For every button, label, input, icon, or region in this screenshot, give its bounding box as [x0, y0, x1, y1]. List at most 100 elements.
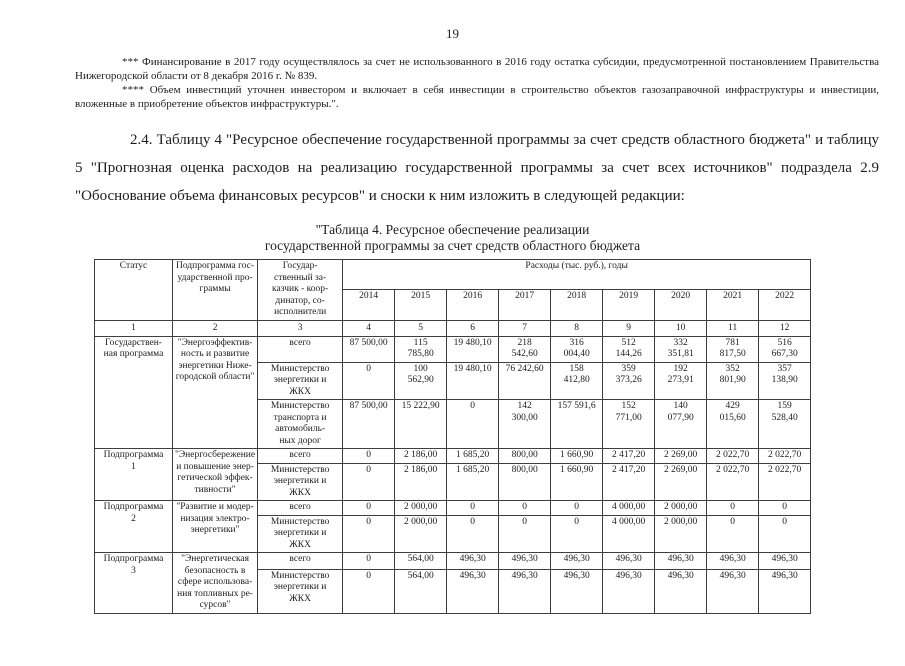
- value-cell: 0: [342, 462, 396, 501]
- header-row-years: 2014 2015 2016 2017 2018 2019 2020 2021 2022: [95, 289, 812, 321]
- value-cell: 218 542,60: [498, 335, 552, 363]
- customer-cell: Министерство энергетики и ЖКХ: [257, 514, 344, 553]
- col-header-subprogram: Подпрограмма гос- ударственной про- грам…: [171, 259, 259, 321]
- year-header: 2014: [342, 289, 396, 321]
- year-header: 2018: [550, 289, 604, 321]
- value-cell: 564,00: [394, 552, 448, 570]
- value-cell: 87 500,00: [342, 399, 396, 449]
- value-cell: 0: [446, 399, 500, 449]
- value-cell: 0: [446, 514, 500, 553]
- value-cell: 2 186,00: [394, 462, 448, 501]
- value-cell: 496,30: [602, 552, 656, 570]
- status-cell: Подпрограмма 3: [94, 552, 173, 614]
- value-cell: 2 000,00: [394, 514, 448, 553]
- col-header-customer: Государ- ственный за- казчик - коор- дин…: [257, 259, 344, 321]
- value-cell: 100 562,90: [394, 361, 448, 400]
- column-number: 9: [602, 319, 656, 337]
- column-number: 7: [498, 319, 552, 337]
- value-cell: 496,30: [758, 568, 812, 614]
- status-cell: Подпрограмма 2: [94, 500, 173, 553]
- column-number: 5: [394, 319, 448, 337]
- value-cell: 496,30: [446, 568, 500, 614]
- value-cell: 359 373,26: [602, 361, 656, 400]
- value-cell: 19 480,10: [446, 361, 500, 400]
- table-row: Министерство энергетики и ЖКХ 0 100 562,90…: [95, 361, 812, 400]
- value-cell: 496,30: [758, 552, 812, 570]
- year-header: 2021: [706, 289, 760, 321]
- status-cell: Государствен- ная программа: [94, 335, 173, 449]
- status-cell: Подпрограмма 1: [94, 448, 173, 501]
- value-cell: 800,00: [498, 462, 552, 501]
- column-number: 11: [706, 319, 760, 337]
- year-header: 2015: [394, 289, 448, 321]
- value-cell: 2 022,70: [706, 462, 760, 501]
- column-number: 1: [94, 319, 173, 337]
- table-row: Подпрограмма 2 "Развитие и модер- низация…: [94, 500, 812, 553]
- value-cell: 2 022,70: [706, 448, 760, 464]
- table-body: Государствен- ная программа "Энергоэффект…: [94, 335, 812, 614]
- col-header-expenses: Расходы (тыс. руб.), годы: [342, 258, 812, 291]
- page-number: 19: [446, 26, 459, 41]
- table-row: Министерство энергетики и ЖКХ 0 2 186,00 1 …: [95, 462, 812, 501]
- table-row: Министерство энергетики и ЖКХ 0 2 000,00 0 0…: [95, 514, 812, 553]
- value-cell: 158 412,80: [550, 361, 604, 400]
- value-cell: 15 222,90: [394, 399, 448, 449]
- value-cell: 357 138,90: [758, 361, 812, 400]
- value-cell: 2 022,70: [758, 462, 812, 501]
- table-row: Министерство энергетики и ЖКХ 0 564,00 496,…: [95, 568, 812, 614]
- footnote-four-stars: **** Объем инвестиций уточнен инвестором…: [75, 84, 879, 110]
- value-cell: 0: [342, 514, 396, 553]
- year-header: 2017: [498, 289, 552, 321]
- table-row: Подпрограмма 1 "Энергосбережение и повыше…: [94, 448, 812, 501]
- customer-cell: Министерство транспорта и автомобиль- ны…: [257, 399, 344, 449]
- footnotes-block: *** Финансирование в 2017 году осуществл…: [75, 55, 879, 111]
- value-cell: 19 480,10: [446, 335, 500, 363]
- value-cell: 496,30: [498, 568, 552, 614]
- value-cell: 316 004,40: [550, 335, 604, 363]
- value-cell: 2 417,20: [602, 448, 656, 464]
- column-number: 12: [758, 319, 812, 337]
- value-cell: 429 015,60: [706, 399, 760, 449]
- value-cell: 0: [498, 514, 552, 553]
- value-cell: 115 785,80: [394, 335, 448, 363]
- year-header: 2019: [602, 289, 656, 321]
- value-cell: 496,30: [498, 552, 552, 570]
- value-cell: 2 000,00: [654, 500, 708, 516]
- value-cell: 2 000,00: [654, 514, 708, 553]
- value-cell: 781 817,50: [706, 335, 760, 363]
- value-cell: 496,30: [446, 552, 500, 570]
- table-row: Государствен- ная программа "Энергоэффект…: [94, 335, 812, 449]
- value-cell: 496,30: [654, 552, 708, 570]
- column-number: 3: [257, 319, 344, 337]
- table-row: Министерство транспорта и автомобиль- ны…: [95, 399, 812, 449]
- customer-cell: Министерство энергетики и ЖКХ: [257, 361, 344, 400]
- value-cell: 0: [446, 500, 500, 516]
- value-cell: 192 273,91: [654, 361, 708, 400]
- column-number: 6: [446, 319, 500, 337]
- value-cell: 159 528,40: [758, 399, 812, 449]
- value-cell: 0: [342, 568, 396, 614]
- column-number: 8: [550, 319, 604, 337]
- value-cell: 0: [342, 500, 396, 516]
- value-cell: 2 269,00: [654, 462, 708, 501]
- value-cell: 0: [342, 361, 396, 400]
- year-header: 2016: [446, 289, 500, 321]
- value-cell: 496,30: [550, 552, 604, 570]
- header-row-column-numbers: 1 2 3 4 5 6 7 8 9 10 11 12: [94, 319, 812, 337]
- value-cell: 0: [498, 500, 552, 516]
- value-cell: 4 000,00: [602, 500, 656, 516]
- document-page: { "page_number": "19", "footnotes": [ "*…: [0, 26, 905, 666]
- value-cell: 140 077,90: [654, 399, 708, 449]
- value-cell: 496,30: [654, 568, 708, 614]
- table-4-title: "Таблица 4. Ресурсное обеспечение реализ…: [264, 222, 641, 253]
- customer-cell: всего: [257, 500, 344, 516]
- value-cell: 2 269,00: [654, 448, 708, 464]
- value-cell: 142 300,00: [498, 399, 552, 449]
- value-cell: 496,30: [706, 552, 760, 570]
- column-number: 10: [654, 319, 708, 337]
- value-cell: 1 685,20: [446, 448, 500, 464]
- value-cell: 1 660,90: [550, 462, 604, 501]
- value-cell: 512 144,26: [602, 335, 656, 363]
- customer-cell: всего: [257, 448, 344, 464]
- value-cell: 0: [706, 514, 760, 553]
